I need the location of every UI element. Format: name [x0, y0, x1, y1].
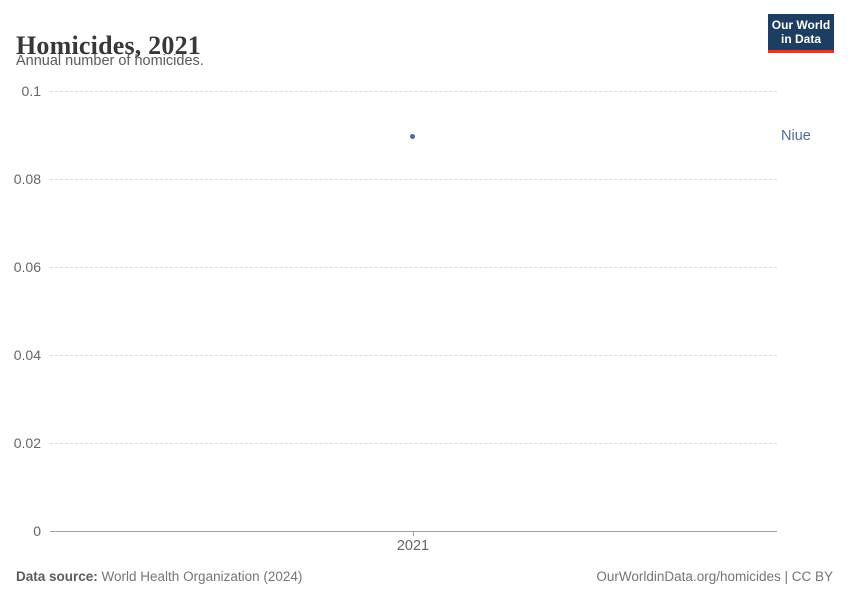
- data-source-note: Data source: World Health Organization (…: [16, 569, 302, 584]
- gridline-0.02: [50, 443, 777, 444]
- ytick-label-0.06: 0.06: [13, 259, 41, 275]
- ytick-label-0.04: 0.04: [13, 347, 41, 363]
- xtick-mark-2021: [413, 531, 414, 536]
- entity-label-niue[interactable]: Niue: [781, 128, 811, 144]
- gridline-0.1: [50, 91, 777, 92]
- gridline-0.08: [50, 179, 777, 180]
- owid-logo-line2: in Data: [780, 32, 821, 46]
- xtick-label-2021: 2021: [396, 538, 430, 554]
- ytick-label-0.02: 0.02: [13, 435, 41, 451]
- gridline-0.04: [50, 355, 777, 356]
- chart-title: Homicides, 2021: [16, 31, 201, 61]
- credit-link[interactable]: OurWorldinData.org/homicides | CC BY: [596, 569, 833, 584]
- ytick-label-0: 0: [33, 523, 41, 539]
- data-point-niue[interactable]: [410, 134, 415, 139]
- data-source-value: World Health Organization (2024): [97, 569, 303, 584]
- gridline-0.06: [50, 267, 777, 268]
- owid-logo-line1: Our World: [771, 18, 831, 32]
- chart-subtitle: Annual number of homicides.: [16, 53, 204, 69]
- data-source-label: Data source:: [16, 569, 98, 584]
- ytick-label-0.08: 0.08: [13, 171, 41, 187]
- owid-logo[interactable]: Our World in Data: [768, 14, 834, 53]
- ytick-label-0.1: 0.1: [21, 83, 41, 99]
